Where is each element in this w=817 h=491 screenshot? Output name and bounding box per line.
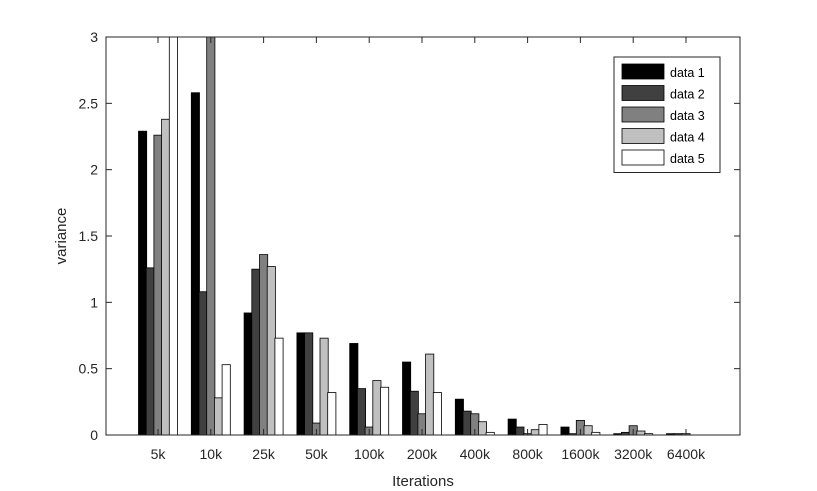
bar-data-4-100k (372, 380, 382, 436)
y-tick-label: 2 (90, 162, 98, 178)
legend-label-data-2: data 2 (670, 88, 705, 102)
bar-data-2-800k (515, 426, 525, 436)
bar-data-4-1600k (583, 425, 593, 436)
bar-data-2-400k (462, 410, 472, 436)
x-tick-label: 1600k (561, 446, 600, 462)
bar-data-1-1600k (560, 426, 570, 436)
bar-data-4-200k (425, 353, 435, 436)
bar-data-4-5k (161, 118, 171, 436)
x-tick-label: 3200k (614, 446, 653, 462)
bar-data-1-10k (190, 92, 200, 436)
legend-swatch-data-4 (621, 128, 665, 144)
legend-swatch-data-2 (621, 85, 665, 101)
legend: data 1 data 2 data 3 data 4 data 5 (613, 56, 721, 173)
bar-data-4-3200k (636, 430, 646, 436)
bar-data-4-25k (266, 266, 276, 436)
ticks-group: 0 0.5 1 1.5 2 2.5 3 5k 10k 25k 50k 100k 200k 400k 800k… (79, 29, 740, 462)
legend-label-data-1: data 1 (670, 66, 705, 80)
x-tick-label: 800k (512, 446, 543, 462)
x-tick-label: 10k (200, 446, 224, 462)
bar-data-2-5k (145, 267, 155, 436)
legend-label-data-3: data 3 (670, 109, 705, 123)
bar-data-1-50k (296, 332, 306, 436)
bar-data-5-50k (327, 392, 337, 436)
bar-data-5-25k (274, 337, 284, 436)
bar-data-5-200k (432, 392, 442, 436)
y-tick-label: 0.5 (79, 361, 99, 377)
x-tick-label: 100k (354, 446, 385, 462)
bar-data-1-200k (402, 361, 412, 436)
bar-data-1-5k (138, 130, 148, 436)
legend-label-data-4: data 4 (670, 131, 705, 145)
x-tick-label: 50k (305, 446, 329, 462)
bar-data-5-100k (380, 386, 390, 436)
bar-data-5-10k (221, 364, 231, 436)
bar-data-4-10k (213, 397, 223, 436)
bar-data-3-5k (153, 134, 163, 436)
bar-data-2-200k (409, 390, 419, 436)
bar-data-5-800k (538, 423, 548, 436)
bar-data-1-800k (507, 418, 517, 436)
bar-data-2-100k (356, 388, 366, 436)
y-tick-label: 1 (90, 294, 98, 310)
bar-data-4-400k (477, 421, 487, 436)
x-tick-label: 6400k (667, 446, 706, 462)
legend-label-data-5: data 5 (670, 152, 705, 166)
bar-data-1-400k (454, 398, 464, 436)
y-tick-label: 3 (90, 29, 98, 45)
bar-data-2-50k (304, 332, 314, 436)
x-tick-label: 5k (151, 446, 167, 462)
bar-data-2-10k (198, 291, 208, 436)
x-tick-label: 400k (460, 446, 491, 462)
y-axis-label: variance (53, 208, 70, 265)
x-axis-label: Iterations (392, 473, 454, 490)
x-tick-label: 200k (407, 446, 438, 462)
legend-swatch-data-1 (621, 63, 665, 80)
bar-data-2-25k (251, 268, 261, 436)
x-tick-label: 25k (252, 446, 276, 462)
bar-data-1-25k (243, 312, 253, 436)
y-tick-label: 0 (90, 427, 98, 443)
bar-data-4-50k (319, 337, 329, 436)
bar-data-5-5k (168, 36, 178, 436)
bar-data-4-800k (530, 429, 540, 436)
bar-data-3-25k (259, 254, 269, 436)
bar-data-1-100k (349, 343, 359, 436)
legend-swatch-data-5 (621, 149, 665, 166)
y-tick-label: 1.5 (79, 228, 99, 244)
y-tick-label: 2.5 (79, 95, 99, 111)
bar-data-3-10k (206, 36, 216, 436)
legend-swatch-data-3 (621, 106, 665, 123)
